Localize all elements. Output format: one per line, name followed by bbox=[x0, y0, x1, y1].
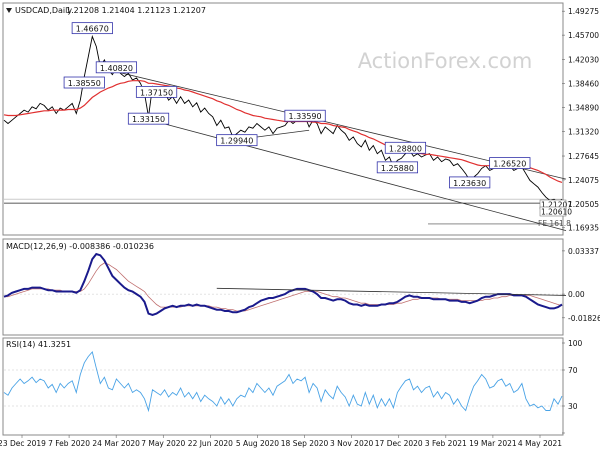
price-annotation-label: 1.23630 bbox=[453, 179, 486, 188]
dropdown-triangle-icon bbox=[6, 8, 12, 13]
level-marker: 1.20610 bbox=[539, 206, 572, 217]
macd-plot bbox=[3, 252, 567, 316]
price-annotation-box bbox=[376, 161, 419, 174]
price-annotation-label: 1.46670 bbox=[76, 25, 109, 34]
level-label: 1.20610 bbox=[541, 208, 572, 217]
rsi-plot bbox=[3, 351, 563, 413]
price-y-tick-label: 1.34890 bbox=[568, 104, 599, 113]
price-annotation-label: 1.28800 bbox=[389, 144, 422, 153]
macd-y-tick-label: 0.03337 bbox=[568, 247, 599, 256]
price-y-tick-label: 1.27645 bbox=[568, 152, 599, 161]
macd-signal-line bbox=[4, 262, 563, 312]
rsi-y-tick-label: 30 bbox=[568, 402, 578, 411]
macd-panel-frame bbox=[2, 238, 564, 336]
price-annotation-box bbox=[95, 61, 138, 74]
price-y-tick-label: 1.16935 bbox=[568, 224, 599, 233]
price-annotation-label: 1.33150 bbox=[132, 115, 165, 124]
x-tick-label: 7 Feb 2020 bbox=[48, 439, 90, 448]
macd-trendline bbox=[216, 287, 567, 296]
price-annotation-box bbox=[216, 134, 258, 147]
rsi-header: RSI(14) 41.3251 bbox=[6, 340, 71, 349]
rsi-y-tick-label: 100 bbox=[568, 339, 583, 348]
x-tick-label: 24 Mar 2020 bbox=[92, 439, 140, 448]
price-panel-frame bbox=[2, 2, 564, 236]
rsi-line bbox=[3, 351, 563, 413]
price-y-tick-label: 1.31320 bbox=[568, 127, 599, 136]
current-price-label: 1.21207 bbox=[541, 201, 572, 210]
x-tick-label: 19 Mar 2021 bbox=[469, 439, 517, 448]
price-annotation-box bbox=[449, 176, 491, 189]
price-annotation-box bbox=[135, 85, 178, 98]
macd-y-tick-label: 0.00 bbox=[568, 290, 585, 299]
channel-upper-line bbox=[100, 67, 567, 180]
price-y-tick-label: 1.38460 bbox=[568, 80, 599, 89]
price-header-symbol: USDCAD,Daily bbox=[15, 6, 72, 15]
price-y-tick-label: 1.20505 bbox=[568, 200, 599, 209]
x-tick-label: 3 Feb 2021 bbox=[425, 439, 467, 448]
macd-line bbox=[3, 252, 563, 316]
x-tick-label: 5 Aug 2020 bbox=[236, 439, 279, 448]
price-y-tick-label: 1.42030 bbox=[568, 56, 599, 65]
price-annotation-box bbox=[63, 76, 105, 89]
watermark: ActionForex.com bbox=[358, 49, 533, 73]
x-tick-label: 17 Dec 2020 bbox=[375, 439, 423, 448]
price-y-tick-label: 1.45700 bbox=[568, 31, 599, 40]
ema-line bbox=[3, 80, 563, 183]
price-y-tick-label: 1.49275 bbox=[568, 7, 599, 16]
x-tick-label: 23 Dec 2019 bbox=[0, 439, 46, 448]
price-annotation-label: 1.26520 bbox=[493, 160, 526, 169]
price-header-values: 1.21208 1.21404 1.21123 1.21207 bbox=[66, 6, 206, 15]
level-box bbox=[539, 206, 567, 217]
x-tick-label: 7 May 2020 bbox=[141, 439, 185, 448]
price-annotation-label: 1.33590 bbox=[289, 112, 322, 121]
price-header: USDCAD,Daily 1.21208 1.21404 1.21123 1.2… bbox=[6, 6, 206, 15]
rsi-panel-frame bbox=[2, 337, 564, 436]
price-y-tick-label: 1.24075 bbox=[568, 176, 599, 185]
fe-label: FE 161.8 bbox=[538, 219, 571, 228]
price-plot bbox=[3, 34, 567, 232]
price-annotation-box bbox=[284, 109, 326, 122]
price-annotation-box bbox=[127, 112, 170, 125]
price-annotation-box bbox=[384, 141, 427, 154]
price-annotation-label: 1.37150 bbox=[140, 88, 173, 97]
x-tick-label: 3 Nov 2020 bbox=[330, 439, 373, 448]
x-tick-label: 22 Jun 2020 bbox=[188, 439, 233, 448]
price-annotation-label: 1.38550 bbox=[68, 79, 101, 88]
x-tick-label: 4 May 2021 bbox=[518, 439, 562, 448]
channel-lower-line bbox=[140, 117, 567, 232]
rsi-y-tick-label: 70 bbox=[568, 366, 578, 375]
x-tick-label: 18 Sep 2020 bbox=[281, 439, 329, 448]
price-annotations: 1.46670 1.38550 1.40820 1.37150 1.33150 1.299… bbox=[63, 22, 531, 189]
price-annotation-label: 1.25880 bbox=[381, 164, 414, 173]
price-annotation-box bbox=[489, 157, 531, 169]
x-axis-labels: 23 Dec 2019 7 Feb 2020 24 Mar 2020 7 May 20… bbox=[0, 435, 562, 448]
price-annotation-label: 1.40820 bbox=[100, 64, 133, 73]
price-annotation-label: 1.29940 bbox=[220, 137, 253, 146]
macd-header: MACD(12,26,9) -0.008386 -0.010236 bbox=[6, 242, 154, 251]
price-annotation-box bbox=[71, 22, 113, 35]
y-axis-labels: 1.49275 1.45700 1.42030 1.38460 1.34890 1.313… bbox=[562, 7, 600, 434]
macd-y-tick-label: -0.018262 bbox=[568, 314, 600, 323]
